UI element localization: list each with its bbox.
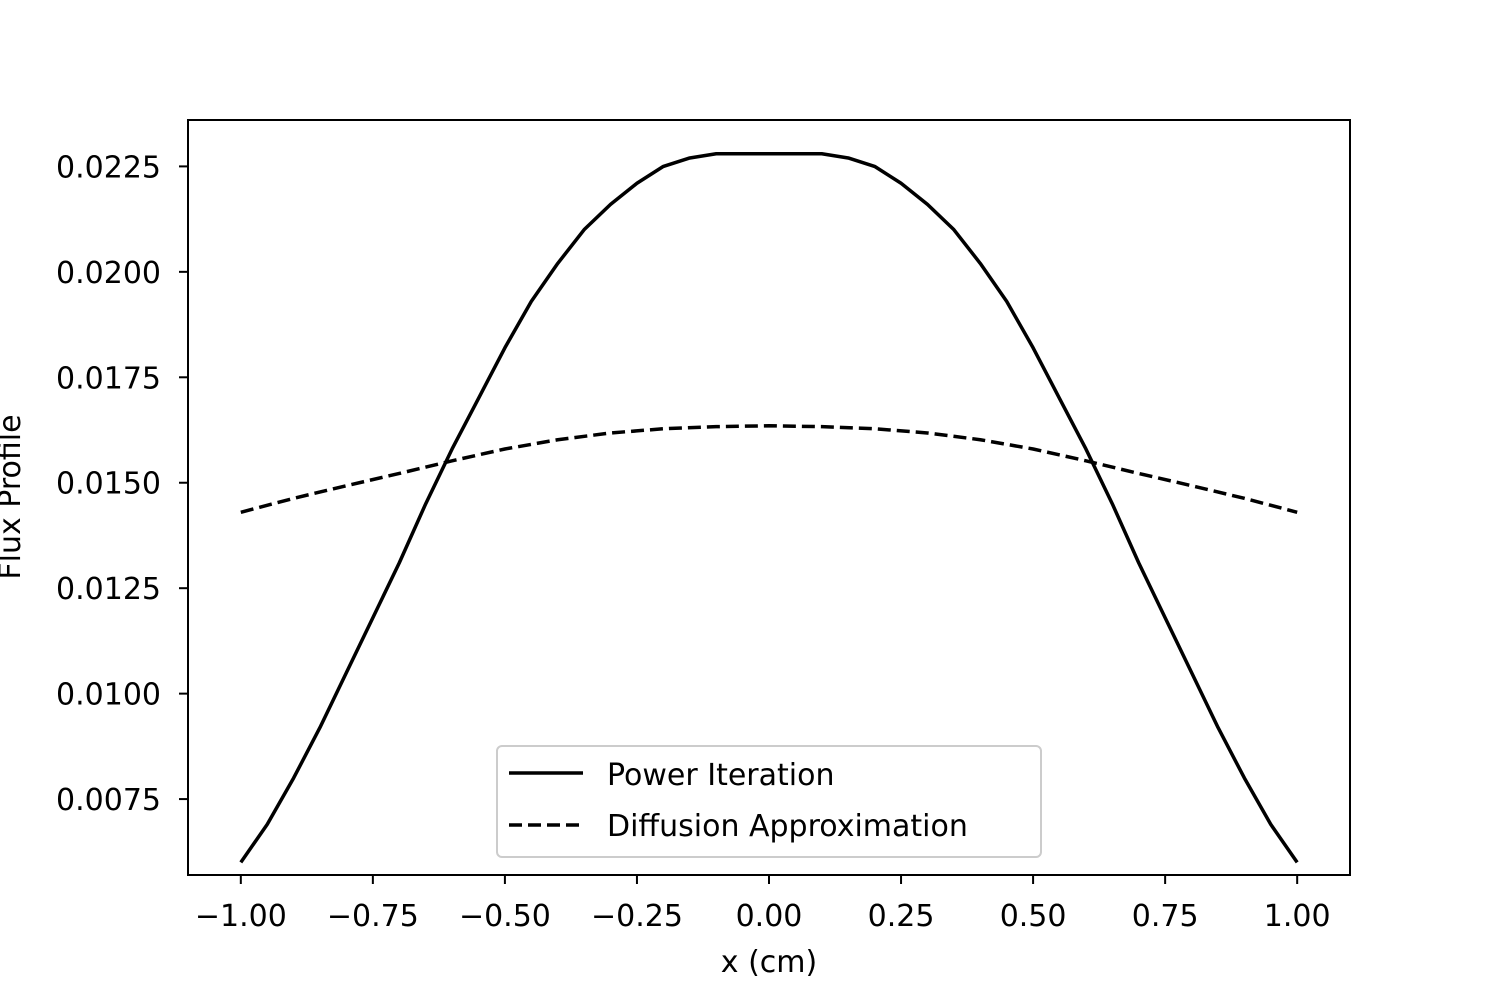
x-tick-label: 1.00 xyxy=(1264,899,1331,934)
x-axis: −1.00 −0.75 −0.50 −0.25 0.00 0.25 0.50 0.75 1.00 xyxy=(195,875,1331,934)
x-tick-label: −1.00 xyxy=(195,899,287,934)
legend: Power Iteration Diffusion Approximation xyxy=(496,745,1042,858)
legend-label-power-iteration: Power Iteration xyxy=(607,758,835,793)
series-layer xyxy=(239,151,1299,864)
x-tick-label: 0.00 xyxy=(736,899,803,934)
x-tick-label: −0.25 xyxy=(591,899,683,934)
series-line-power-iteration xyxy=(239,151,1299,864)
y-tick-label: 0.0150 xyxy=(56,467,161,502)
y-tick-label: 0.0225 xyxy=(56,150,161,185)
y-axis: 0.0075 0.0100 0.0125 0.0150 0.0175 0.0200 0.02… xyxy=(56,150,188,818)
x-tick-label: −0.75 xyxy=(327,899,419,934)
x-tick-label: 0.25 xyxy=(868,899,935,934)
y-tick-label: 0.0100 xyxy=(56,678,161,713)
x-tick-label: −0.50 xyxy=(459,899,551,934)
legend-box xyxy=(496,745,1042,858)
series-line-diffusion-approximation xyxy=(240,424,1298,514)
y-tick-label: 0.0175 xyxy=(56,361,161,396)
y-axis-label: Flux Profile xyxy=(0,414,28,579)
y-tick-label: 0.0125 xyxy=(56,572,161,607)
x-axis-label: x (cm) xyxy=(721,945,817,980)
y-tick-label: 0.0200 xyxy=(56,256,161,291)
y-tick-label: 0.0075 xyxy=(56,783,161,818)
legend-label-diffusion-approximation: Diffusion Approximation xyxy=(607,809,968,844)
x-tick-label: 0.75 xyxy=(1132,899,1199,934)
x-tick-label: 0.50 xyxy=(1000,899,1067,934)
